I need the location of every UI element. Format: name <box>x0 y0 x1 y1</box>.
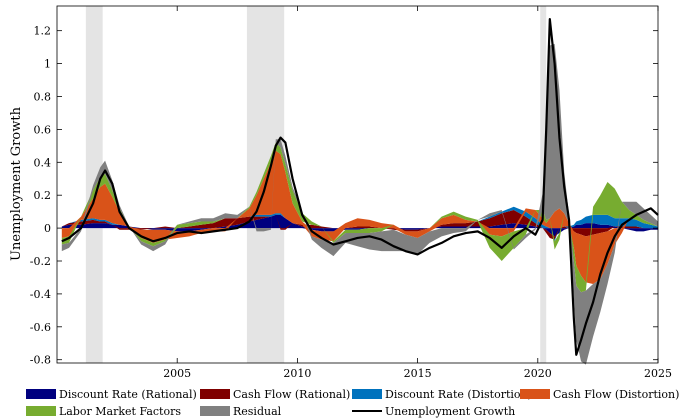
legend-label: Unemployment Growth <box>385 405 515 418</box>
legend-item-labor-market-factors: Labor Market Factors <box>26 405 181 418</box>
legend-item-discount-rate-distortion: Discount Rate (Distortion) <box>352 388 532 401</box>
y-axis-title: Unemployment Growth <box>9 106 24 261</box>
y-tick-label: -0.6 <box>30 321 51 334</box>
x-tick-label: 2015 <box>404 367 432 380</box>
legend-item-residual: Residual <box>200 405 282 418</box>
legend-swatch <box>352 389 382 399</box>
x-tick-label: 2020 <box>524 367 552 380</box>
legend-item-cash-flow-distortion: Cash Flow (Distortion) <box>520 388 679 401</box>
plot-frame <box>56 5 659 364</box>
legend-item-cash-flow-rational: Cash Flow (Rational) <box>200 388 350 401</box>
legend-swatch <box>26 389 56 399</box>
axis-ticks: -0.8 -0.6 -0.4 -0.2 0 0.2 0.4 0.6 0.8 1 1.2 2005 201… <box>30 6 672 380</box>
y-tick-label: 0.6 <box>34 123 52 136</box>
legend-swatch <box>520 389 550 399</box>
recession-shading <box>85 6 547 363</box>
legend-item-discount-rate-rational: Discount Rate (Rational) <box>26 388 197 401</box>
x-tick-label: 2005 <box>163 367 191 380</box>
legend-item-unemployment-growth: Unemployment Growth <box>352 405 515 418</box>
area-cash-flow-rational <box>61 210 659 240</box>
x-tick-label: 2025 <box>644 367 672 380</box>
y-tick-label: 0.2 <box>34 189 52 202</box>
legend-label: Cash Flow (Distortion) <box>553 388 679 401</box>
legend-label: Discount Rate (Distortion) <box>385 388 532 401</box>
line-unemployment-growth <box>61 18 659 356</box>
legend-swatch <box>200 406 230 416</box>
y-tick-label: 1 <box>44 58 51 71</box>
y-tick-label: 0.4 <box>34 156 52 169</box>
unemployment-line <box>61 18 659 356</box>
legend-label: Residual <box>233 405 282 418</box>
legend-swatch <box>26 406 56 416</box>
legend-label: Cash Flow (Rational) <box>233 388 350 401</box>
legend-label: Discount Rate (Rational) <box>59 388 197 401</box>
y-tick-label: -0.8 <box>30 354 51 367</box>
y-tick-label: 1.2 <box>34 25 52 38</box>
y-tick-label: 0.8 <box>34 90 52 103</box>
stacked-areas <box>61 43 659 365</box>
area-discount-rate-distortion <box>61 206 659 242</box>
x-tick-label: 2010 <box>283 367 311 380</box>
y-tick-label: -0.2 <box>30 255 51 268</box>
legend: Discount Rate (Rational) Cash Flow (Ratio… <box>26 388 679 418</box>
legend-swatch <box>200 389 230 399</box>
y-tick-label: -0.4 <box>30 288 51 301</box>
legend-label: Labor Market Factors <box>59 405 181 418</box>
y-tick-label: 0 <box>44 222 51 235</box>
area-residual <box>61 43 659 365</box>
